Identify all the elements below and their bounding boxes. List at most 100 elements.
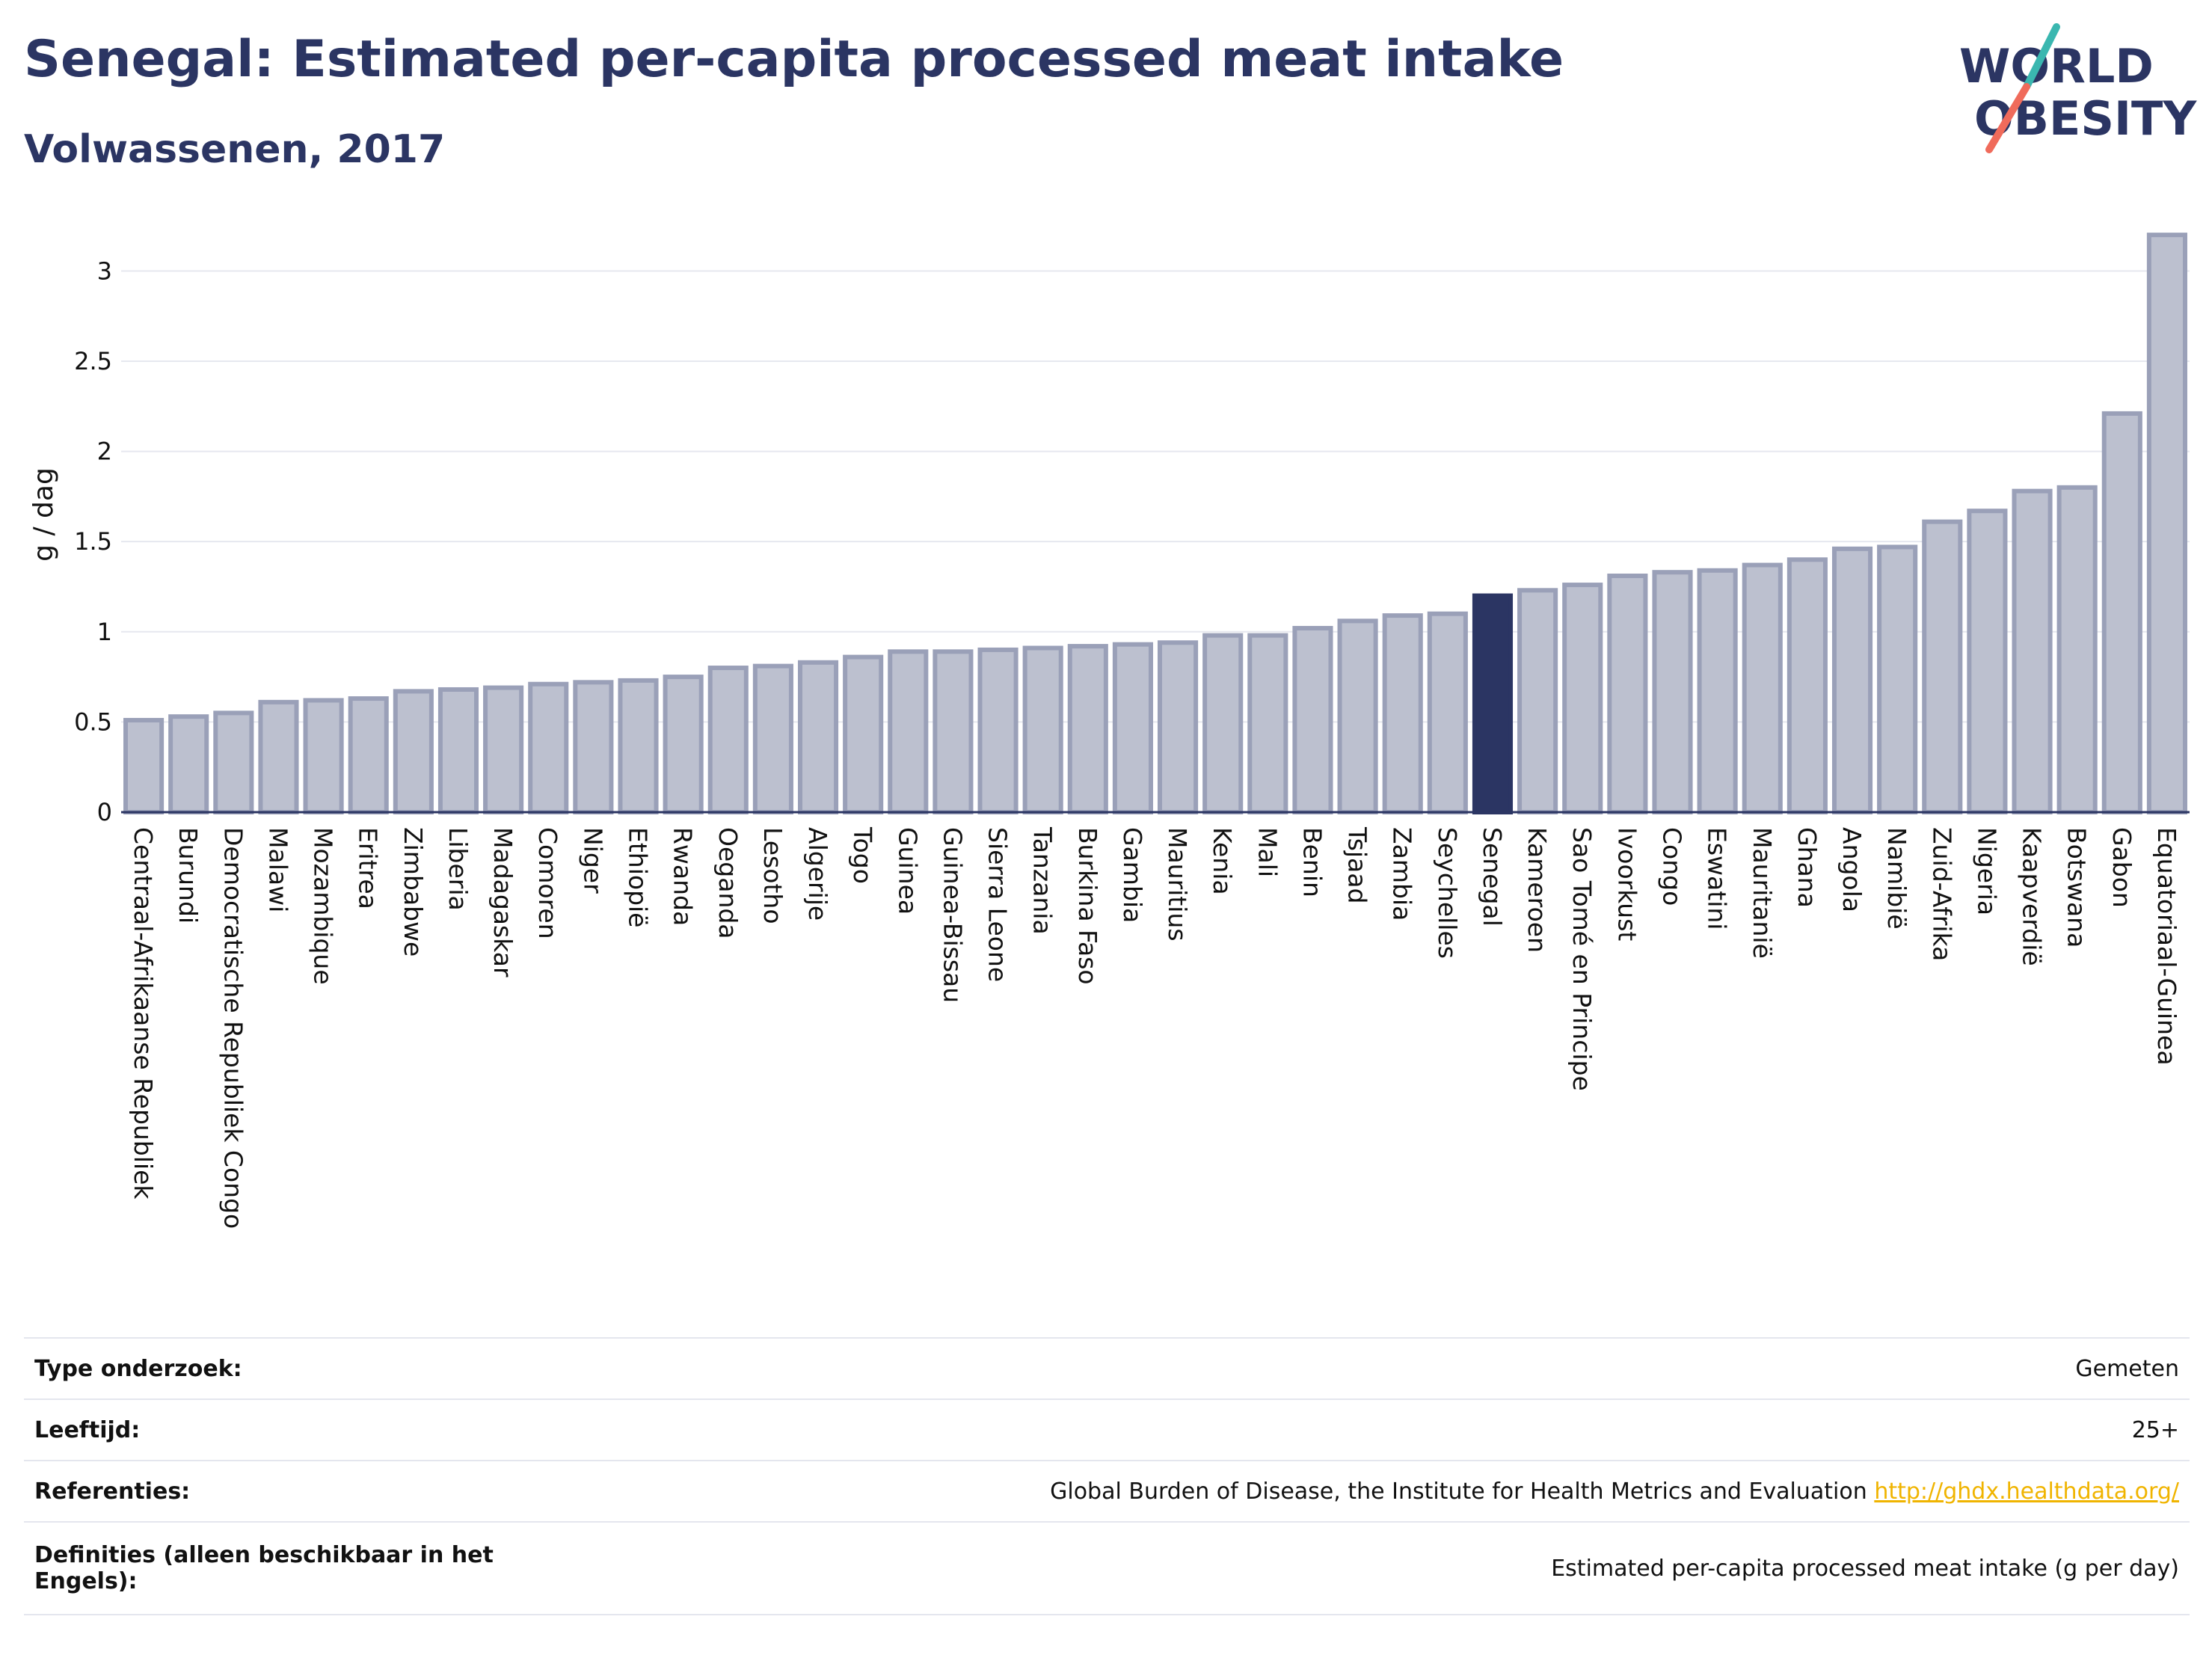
info-key: Definities (alleen beschikbaar in het En… [24,1521,523,1615]
bar[interactable] [752,663,793,814]
x-tick-label: Botswana [2062,827,2092,948]
bar[interactable] [303,698,344,814]
x-tick-label: Ethiopië [624,827,653,927]
bar[interactable] [663,675,704,814]
x-tick-label: Sierra Leone [983,827,1013,982]
page-subtitle: Volwassenen, 2017 [24,127,446,172]
logo-slash-bottom [1985,83,2030,153]
y-tick-label: 2 [97,437,112,466]
bar[interactable] [168,714,209,815]
x-tick-label: Ghana [1792,827,1822,908]
x-tick-label: Zimbabwe [399,827,428,957]
bar[interactable] [797,660,839,814]
bar[interactable] [348,696,389,815]
logo-slash-top [2023,23,2060,90]
bar[interactable] [1202,633,1244,814]
bar[interactable] [2146,233,2187,814]
bar[interactable] [123,717,165,814]
bar[interactable] [2012,488,2053,814]
x-tick-label: Equatoriaal-Guinea [2152,827,2181,1066]
bar[interactable] [888,649,929,815]
info-value-text: Global Burden of Disease, the Institute … [1050,1478,1867,1505]
x-tick-label: Mali [1253,827,1282,877]
x-tick-label: Burundi [173,827,203,924]
info-value: Estimated per-capita processed meat inta… [523,1521,2190,1615]
x-tick-label: Senegal [1478,827,1507,927]
bar[interactable] [1158,640,1199,815]
bar[interactable] [1292,625,1333,814]
x-tick-label: Malawi [263,827,292,912]
bar[interactable] [1337,618,1378,814]
x-tick-label: Togo [848,826,877,884]
bar[interactable] [1427,611,1468,815]
info-key: Leeftijd: [24,1398,523,1461]
x-tick-label: Namibië [1882,827,1911,930]
bar[interactable] [1652,570,1693,814]
info-value: Global Burden of Disease, the Institute … [523,1460,2190,1523]
x-tick-label: Kaapverdië [2018,827,2047,966]
reference-link[interactable]: http://ghdx.healthdata.org/ [1874,1478,2179,1505]
info-row: Type onderzoek: Gemeten [24,1337,2190,1400]
info-value-text: 25+ [2131,1416,2179,1443]
x-tick-label: Gabon [2107,827,2136,908]
x-tick-label: Kenia [1208,827,1237,895]
bar[interactable] [1967,509,2008,815]
page-title: Senegal: Estimated per-capita processed … [24,30,1564,89]
x-tick-label: Mauritanië [1748,827,1777,959]
x-tick-label: Liberia [443,827,473,911]
x-tick-label: Angola [1837,827,1867,912]
bar[interactable] [437,687,479,815]
bar[interactable] [933,649,974,815]
bar[interactable] [528,681,569,814]
bar[interactable] [1562,583,1603,815]
bar[interactable] [1922,519,1963,814]
x-tick-label: Tanzania [1028,826,1057,935]
bar[interactable] [977,647,1019,815]
bar[interactable] [1247,633,1288,814]
bar[interactable] [1382,613,1423,814]
bar[interactable] [483,685,524,815]
x-tick-label: Oeganda [713,827,743,939]
x-tick-label: Niger [578,827,607,894]
bar[interactable] [1112,642,1153,814]
bar[interactable] [1067,644,1108,814]
bar[interactable] [1472,593,1514,815]
x-tick-label: Mauritius [1163,827,1192,942]
bar[interactable] [2056,485,2098,814]
bar[interactable] [1697,568,1738,814]
bar[interactable] [1877,544,1918,814]
bar[interactable] [1831,546,1873,815]
info-table: Type onderzoek: Gemeten Leeftijd: 25+ Refere… [24,1337,2190,1615]
world-obesity-logo: WORLD OBESITY [1959,23,2197,153]
x-tick-label: Madagaskar [488,827,517,977]
info-key: Referenties: [24,1460,523,1523]
bar[interactable] [213,710,254,814]
x-tick-label: Nigeria [1972,827,2001,915]
x-tick-label: Tsjaad [1343,826,1372,903]
y-tick-label: 2.5 [74,347,112,375]
bar[interactable] [393,689,434,814]
bar[interactable] [258,699,299,814]
bar[interactable] [1787,557,1828,814]
bar-chart: 0 0.5 1 1.5 2 2.5 3 g / dag Centraal-Afrikaanse … [28,233,2190,1229]
bar[interactable] [618,678,659,815]
y-tick-label: 1.5 [74,527,112,556]
x-tick-label: Lesotho [758,827,787,924]
x-tick-label: Centraal-Afrikaanse Republiek [129,827,158,1200]
bar[interactable] [573,680,614,814]
bar[interactable] [707,666,749,814]
y-axis-label: g / dag [28,467,59,562]
y-tick-label: 0.5 [74,707,112,736]
bar[interactable] [1022,645,1063,814]
x-tick-label: Eritrea [354,827,383,909]
info-value-text: Gemeten [2075,1355,2179,1382]
bar[interactable] [1517,588,1558,814]
bar[interactable] [2101,411,2142,814]
bar[interactable] [843,654,884,814]
x-tick-label: Mozambique [309,827,338,985]
x-tick-label: Algerije [803,827,832,921]
bar[interactable] [1607,574,1648,815]
y-tick-label: 3 [97,257,112,285]
bar[interactable] [1742,562,1783,814]
x-tick-label: Benin [1297,827,1327,897]
